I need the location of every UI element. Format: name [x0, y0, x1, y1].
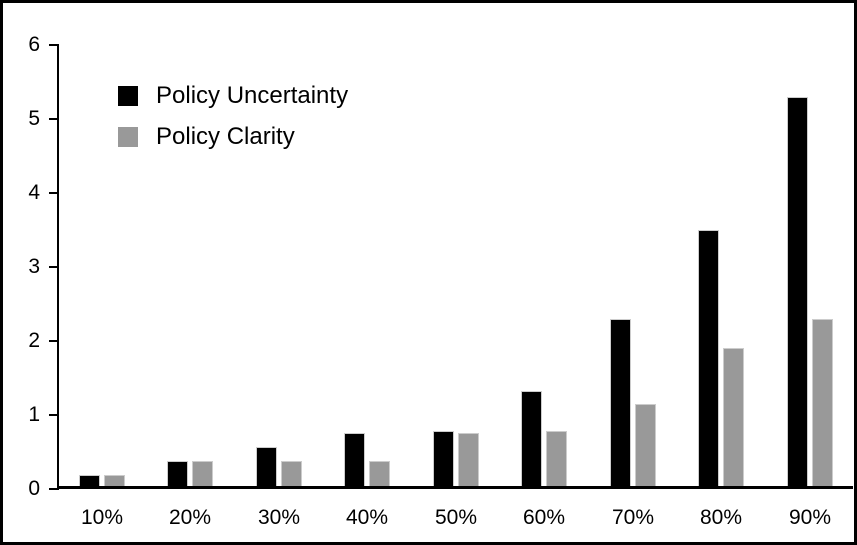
bar-policy-clarity-40%: [369, 461, 390, 489]
bar-policy-clarity-10%: [104, 475, 125, 489]
legend-label: Policy Uncertainty: [156, 82, 349, 109]
y-axis-tick-label: 2: [28, 329, 40, 352]
x-axis-tick-label: 80%: [699, 506, 743, 529]
bar-policy-clarity-30%: [281, 461, 302, 489]
bar-policy-clarity-70%: [635, 404, 656, 489]
x-axis-line: [57, 486, 853, 489]
bar-policy-uncertainty-80%: [698, 230, 719, 489]
bar-policy-clarity-60%: [546, 431, 567, 489]
bar-policy-clarity-90%: [812, 319, 833, 489]
y-axis-tick-label: 1: [28, 403, 40, 426]
y-axis-tick-label: 4: [28, 181, 40, 204]
x-axis-tick-label: 40%: [345, 506, 389, 529]
bar-policy-uncertainty-10%: [79, 475, 100, 489]
bar-policy-clarity-50%: [458, 433, 479, 489]
y-axis-tick: [49, 192, 57, 194]
legend-swatch-policy-uncertainty: [118, 86, 138, 106]
bar-policy-clarity-20%: [192, 461, 213, 489]
bar-policy-uncertainty-70%: [610, 319, 631, 489]
legend-item-policy-clarity: Policy Clarity: [118, 123, 295, 151]
x-axis-tick-label: 70%: [611, 506, 655, 529]
bar-policy-uncertainty-60%: [521, 391, 542, 489]
bar-policy-clarity-80%: [723, 348, 744, 489]
y-axis-tick: [49, 266, 57, 268]
x-axis-tick-label: 60%: [522, 506, 566, 529]
bar-policy-uncertainty-90%: [787, 97, 808, 489]
y-axis-tick: [49, 44, 57, 46]
bar-policy-uncertainty-50%: [433, 431, 454, 489]
x-axis-tick-label: 90%: [788, 506, 832, 529]
y-axis-tick: [49, 414, 57, 416]
legend-label: Policy Clarity: [156, 123, 295, 150]
bar-policy-uncertainty-20%: [167, 461, 188, 489]
bar-policy-uncertainty-30%: [256, 447, 277, 489]
y-axis-tick-label: 5: [28, 107, 40, 130]
x-axis-tick-label: 30%: [257, 506, 301, 529]
y-axis-tick-label: 6: [28, 33, 40, 56]
x-axis-tick-label: 10%: [80, 506, 124, 529]
x-axis-tick-label: 20%: [168, 506, 212, 529]
legend-swatch-policy-clarity: [118, 127, 138, 147]
y-axis-tick-label: 0: [28, 477, 40, 500]
y-axis-line: [57, 44, 59, 490]
y-axis-tick: [49, 118, 57, 120]
y-axis-tick: [49, 340, 57, 342]
y-axis-tick: [49, 488, 57, 490]
legend-item-policy-uncertainty: Policy Uncertainty: [118, 82, 348, 110]
y-axis-tick-label: 3: [28, 255, 40, 278]
x-axis-tick-label: 50%: [434, 506, 478, 529]
bar-policy-uncertainty-40%: [344, 433, 365, 489]
